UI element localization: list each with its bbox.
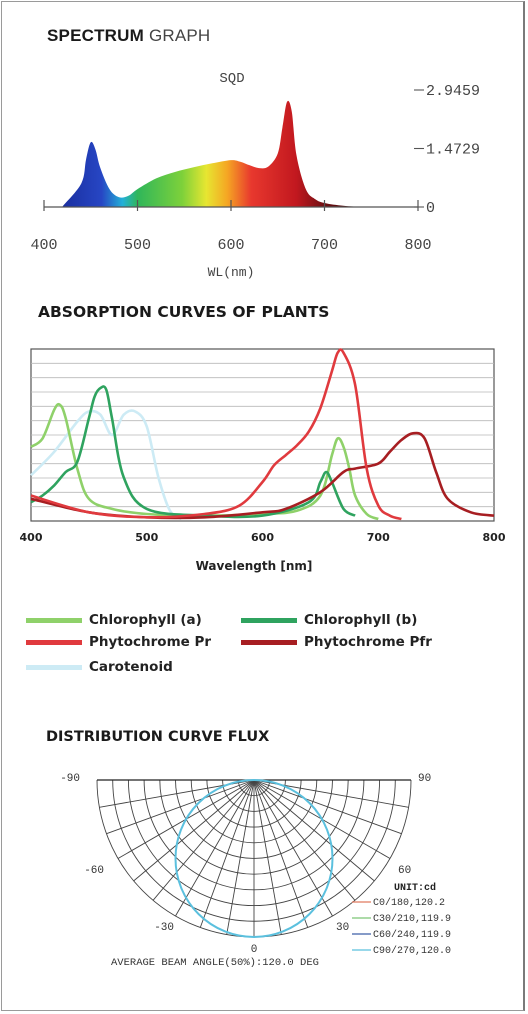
spectrum-y-tick-label: 1.4729 [426,142,480,159]
polar-legend-label: C30/210,119.9 [373,913,451,925]
polar-title: DISTRIBUTION CURVE FLUX [46,729,270,745]
polar-chart: -90 -60 -30 90 60 30 0 UNIT:cd C0/180,120.2 C30… [60,773,451,969]
polar-grid-spoke [253,779,309,928]
spectrum-x-tick-label: 400 [30,237,57,254]
polar-grid-spoke [253,779,333,917]
absorption-x-tick-label: 400 [20,531,43,544]
legend-swatch [241,617,297,623]
beam-angle-text: AVERAGE BEAM ANGLE(50%):120.0 DEG [111,957,319,969]
polar-grid-spoke [152,779,255,901]
absorption-x-tick-label: 500 [135,531,158,544]
polar-grid-spoke [253,779,402,835]
legend-label: Chlorophyll (b) [304,612,418,628]
spectrum-title: SPECTRUM GRAPH [47,26,211,45]
polar-grid-spoke [226,779,255,935]
polar-grid-spoke [253,779,375,882]
spectrum-area [62,100,362,207]
legend-item-chlorophyll-a: Chlorophyll (a) [26,612,202,628]
polar-legend-label: C60/240,119.9 [373,929,451,941]
polar-angle-label: -60 [84,865,104,877]
polar-angle-label: 90 [418,773,431,785]
polar-legend-label: C90/270,120.0 [373,945,451,957]
absorption-series-line [30,385,356,519]
legend-swatch [241,639,297,645]
absorption-x-tick-label: 800 [483,531,506,544]
absorption-x-tick-label: 700 [367,531,390,544]
absorption-title: ABSORPTION CURVES OF PLANTS [38,303,330,321]
polar-angle-label: -90 [60,773,80,785]
spectrum-y-tick-label: 2.9459 [426,83,480,100]
legend-label: Chlorophyll (a) [89,612,202,628]
polar-angle-label: 0 [251,944,258,956]
polar-legend-label: C0/180,120.2 [373,897,445,909]
polar-angle-label: 30 [336,922,349,934]
legend-label: Carotenoid [89,659,173,675]
legend-item-phytochrome-pfr: Phytochrome Pfr [241,634,432,650]
absorption-xlabel: Wavelength [nm] [196,559,313,573]
polar-grid-spoke [253,779,282,935]
legend-item-carotenoid: Carotenoid [26,659,173,675]
absorption-series-line [30,409,183,521]
polar-unit: UNIT:cd [394,882,436,894]
legend-item-chlorophyll-b: Chlorophyll (b) [241,612,417,628]
absorption-x-tick-label: 600 [251,531,274,544]
polar-distribution-curve [174,779,334,938]
polar-grid-spoke [106,779,255,835]
legend-swatch [26,664,82,670]
spectrum-xlabel: WL(nm) [208,265,255,280]
polar-grid-spoke [253,779,356,901]
spectrum-x-tick-label: 800 [404,237,431,254]
spectrum-label: SQD [219,71,244,87]
legend-label: Phytochrome Pfr [304,634,432,650]
legend-label: Phytochrome Pr [89,634,212,650]
polar-grid-spoke [199,779,255,928]
spectrum-chart: SQD 400 500 600 700 800 2.9459 1.4729 0 WL(nm) [30,71,480,280]
absorption-chart: 400 500 600 700 800 Wavelength [nm] [20,348,506,573]
absorption-series-line [30,348,402,521]
polar-angle-label: -30 [154,922,174,934]
legend-swatch [26,617,82,623]
polar-grid-spoke [175,779,255,917]
spectrum-x-tick-label: 500 [124,237,151,254]
spectrum-x-tick-label: 700 [311,237,338,254]
spectrum-y-tick-label: 0 [426,200,435,217]
legend-item-phytochrome-pr: Phytochrome Pr [26,634,211,650]
polar-angle-label: 60 [398,865,411,877]
polar-grid-spoke [133,779,255,882]
legend-swatch [26,639,82,645]
spectrum-x-tick-label: 600 [217,237,244,254]
